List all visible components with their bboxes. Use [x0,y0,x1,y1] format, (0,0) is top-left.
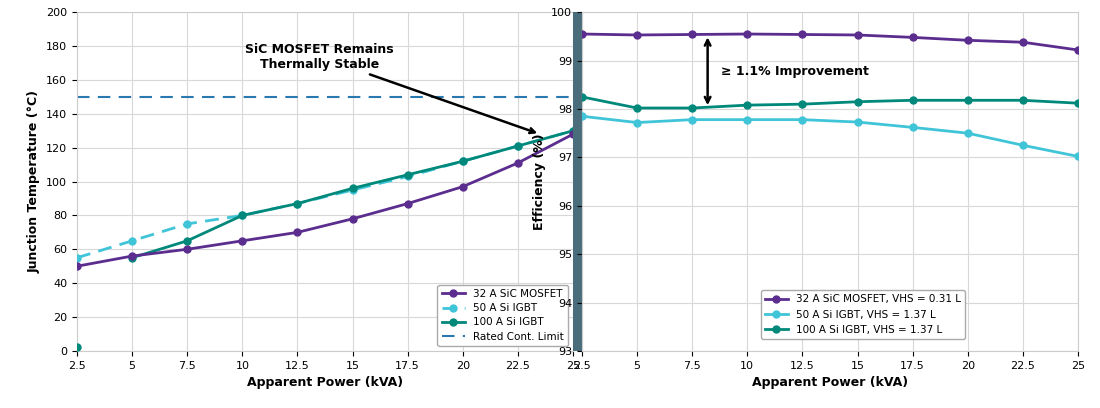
Text: ≥ 1.1% Improvement: ≥ 1.1% Improvement [720,65,869,78]
Y-axis label: Junction Temperature (°C): Junction Temperature (°C) [28,90,41,273]
Legend: 32 A SiC MOSFET, VHS = 0.31 L, 50 A Si IGBT, VHS = 1.37 L, 100 A Si IGBT, VHS = : 32 A SiC MOSFET, VHS = 0.31 L, 50 A Si I… [761,290,966,339]
Legend: 32 A SiC MOSFET, 50 A Si IGBT, 100 A Si IGBT, Rated Cont. Limit: 32 A SiC MOSFET, 50 A Si IGBT, 100 A Si … [438,285,568,346]
Y-axis label: Efficiency (%): Efficiency (%) [532,133,546,230]
Text: SiC MOSFET Remains
Thermally Stable: SiC MOSFET Remains Thermally Stable [245,43,535,133]
X-axis label: Apparent Power (kVA): Apparent Power (kVA) [752,376,908,389]
X-axis label: Apparent Power (kVA): Apparent Power (kVA) [248,376,403,389]
